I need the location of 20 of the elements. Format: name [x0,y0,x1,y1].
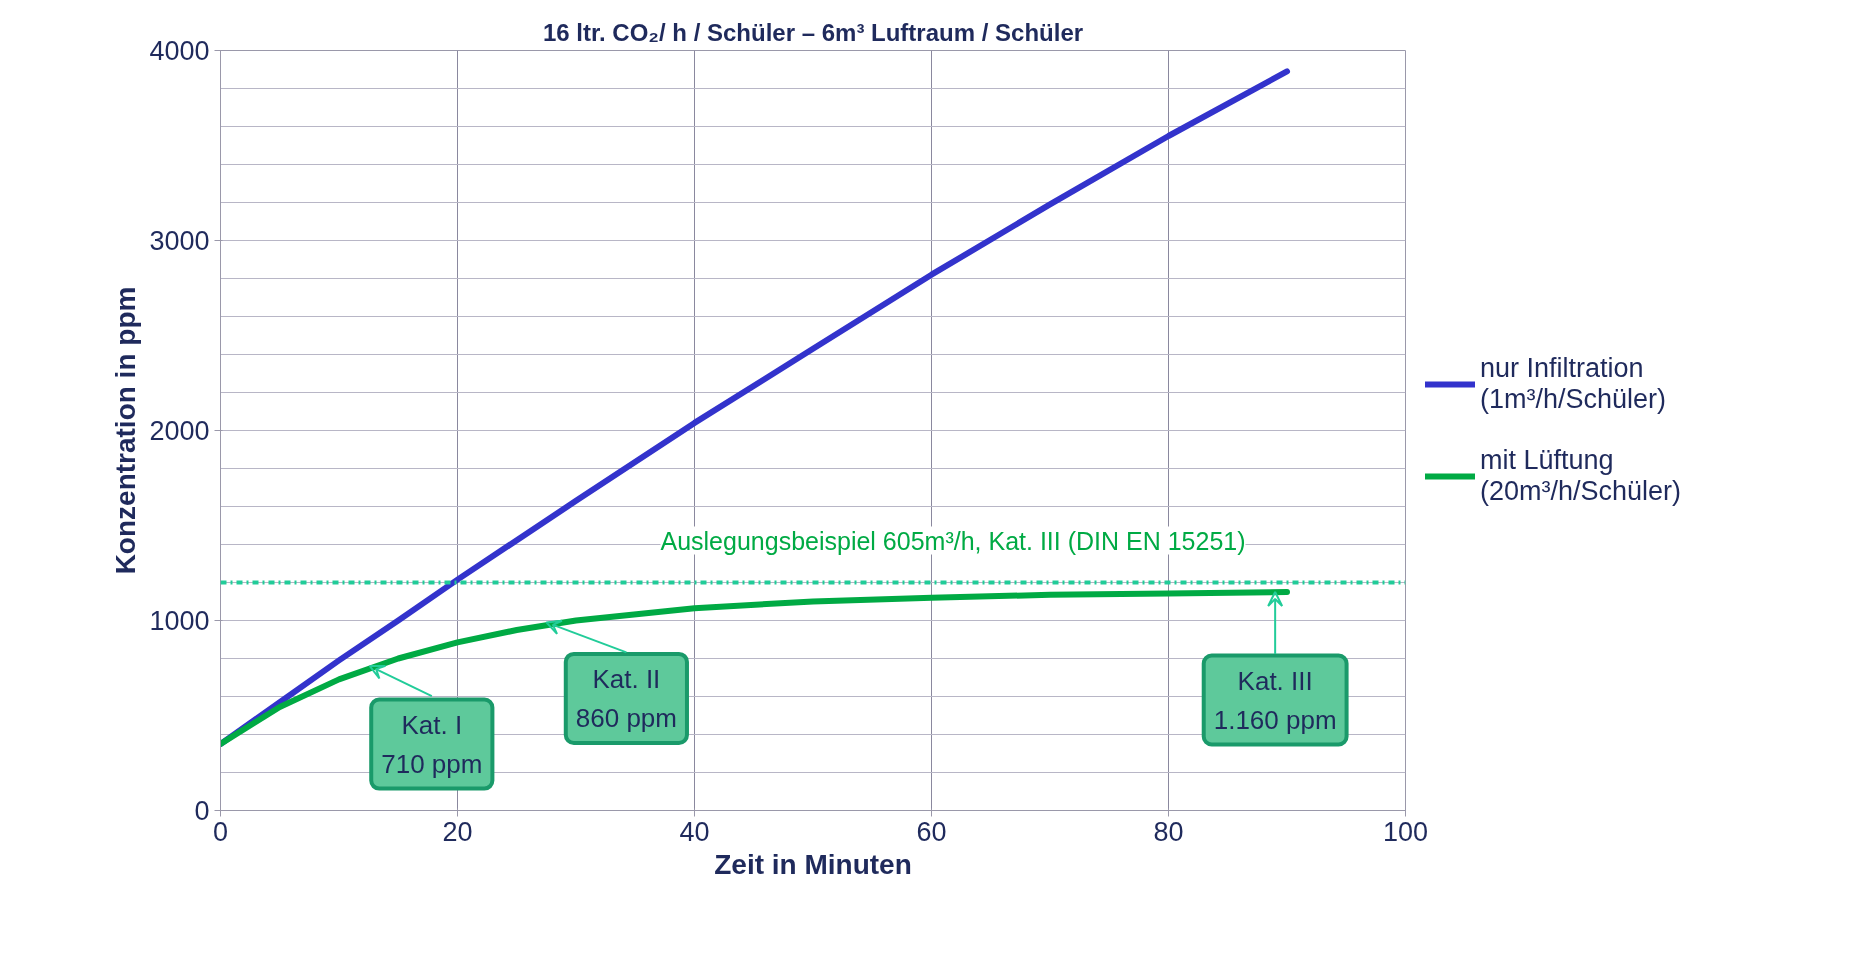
x-axis-title: Zeit in Minuten [714,848,912,880]
x-tick-label: 40 [679,816,710,847]
x-tick-label: 20 [442,816,473,847]
ref-line-label: Auslegungsbeispiel 605m³/h, Kat. III (DIN EN 15251) [660,526,1246,555]
legend-label: nur Infiltration (1m³/h/Schüler) [1480,353,1667,415]
y-tick-label: 3000 [149,226,210,256]
x-tick-label: 100 [1382,816,1429,847]
annotation: Kat. I 710 ppm [381,709,483,779]
y-axis-title: Konzentration in ppm [110,286,142,575]
y-tick-label: 0 [194,796,210,826]
annotation: Kat. II 860 ppm [575,663,677,733]
y-tick-label: 2000 [149,416,210,446]
chart-title: 16 ltr. CO₂/ h / Schüler – 6m³ Luftraum / Schüler [542,18,1084,46]
x-tick-label: 80 [1153,816,1184,847]
y-tick-label: 1000 [149,606,210,636]
x-tick-label: 60 [916,816,947,847]
annotation: Kat. III 1.160 ppm [1213,665,1337,735]
legend-label: mit Lüftung (20m³/h/Schüler) [1480,445,1682,507]
y-tick-label: 4000 [149,36,210,66]
x-tick-label: 0 [212,816,229,847]
